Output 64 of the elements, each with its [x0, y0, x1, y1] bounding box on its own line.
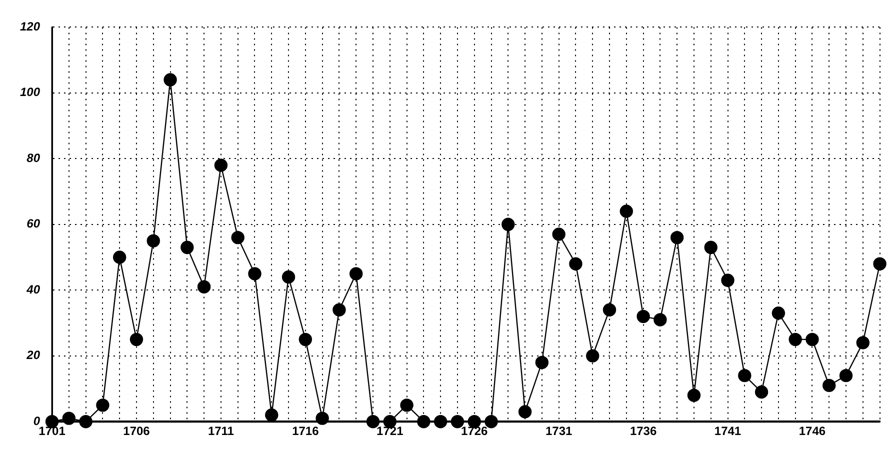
point — [400, 398, 414, 412]
y-tick-label: 80 — [26, 150, 40, 165]
point — [265, 408, 278, 422]
point — [721, 274, 734, 287]
point — [873, 257, 886, 270]
point — [788, 332, 802, 346]
x-tick-label: 1736 — [630, 424, 657, 438]
point — [332, 303, 346, 316]
point — [112, 250, 126, 264]
point — [670, 230, 684, 244]
point — [518, 405, 532, 418]
y-tick-label: 100 — [20, 85, 40, 100]
x-tick-label: 1716 — [292, 424, 320, 438]
point — [350, 267, 363, 280]
point — [282, 270, 296, 284]
point — [636, 310, 650, 324]
point — [602, 303, 616, 316]
point — [738, 368, 752, 382]
y-tick-label: 0 — [33, 414, 40, 428]
point — [417, 415, 430, 428]
x-tick-label: 1741 — [714, 424, 742, 438]
x-tick-label: 1711 — [208, 424, 234, 438]
point — [248, 267, 262, 280]
point — [197, 280, 211, 294]
point — [654, 313, 667, 326]
point — [754, 385, 768, 399]
x-tick-label: 1721 — [376, 424, 404, 438]
point — [822, 378, 836, 392]
point — [79, 415, 92, 428]
point — [316, 412, 329, 425]
y-tick-label: 40 — [26, 282, 40, 296]
point — [366, 415, 380, 428]
point — [839, 368, 853, 382]
point — [502, 218, 515, 231]
y-tick-label: 120 — [20, 20, 40, 34]
point — [620, 204, 633, 218]
x-tick-label: 1731 — [545, 424, 572, 438]
point — [62, 412, 76, 425]
point — [298, 332, 312, 346]
point — [687, 388, 701, 402]
point — [484, 415, 498, 428]
point — [96, 398, 110, 412]
point — [434, 415, 448, 428]
point — [164, 73, 177, 86]
x-tick-label: 1726 — [461, 424, 488, 438]
point — [586, 349, 600, 362]
point — [772, 306, 786, 320]
y-tick-label: 20 — [26, 348, 40, 362]
point — [146, 234, 160, 248]
point — [450, 415, 464, 428]
point — [130, 332, 144, 346]
point — [704, 240, 718, 254]
x-tick-label: 1706 — [123, 424, 150, 438]
x-tick-label: 1701 — [38, 424, 66, 438]
x-tick-label: 1746 — [798, 424, 826, 438]
point — [806, 332, 819, 346]
point — [856, 336, 870, 350]
y-tick-label: 60 — [26, 216, 40, 231]
point — [552, 228, 566, 241]
point — [535, 356, 549, 370]
point — [180, 240, 194, 254]
point — [569, 257, 582, 270]
point — [214, 158, 228, 172]
point — [231, 230, 244, 244]
